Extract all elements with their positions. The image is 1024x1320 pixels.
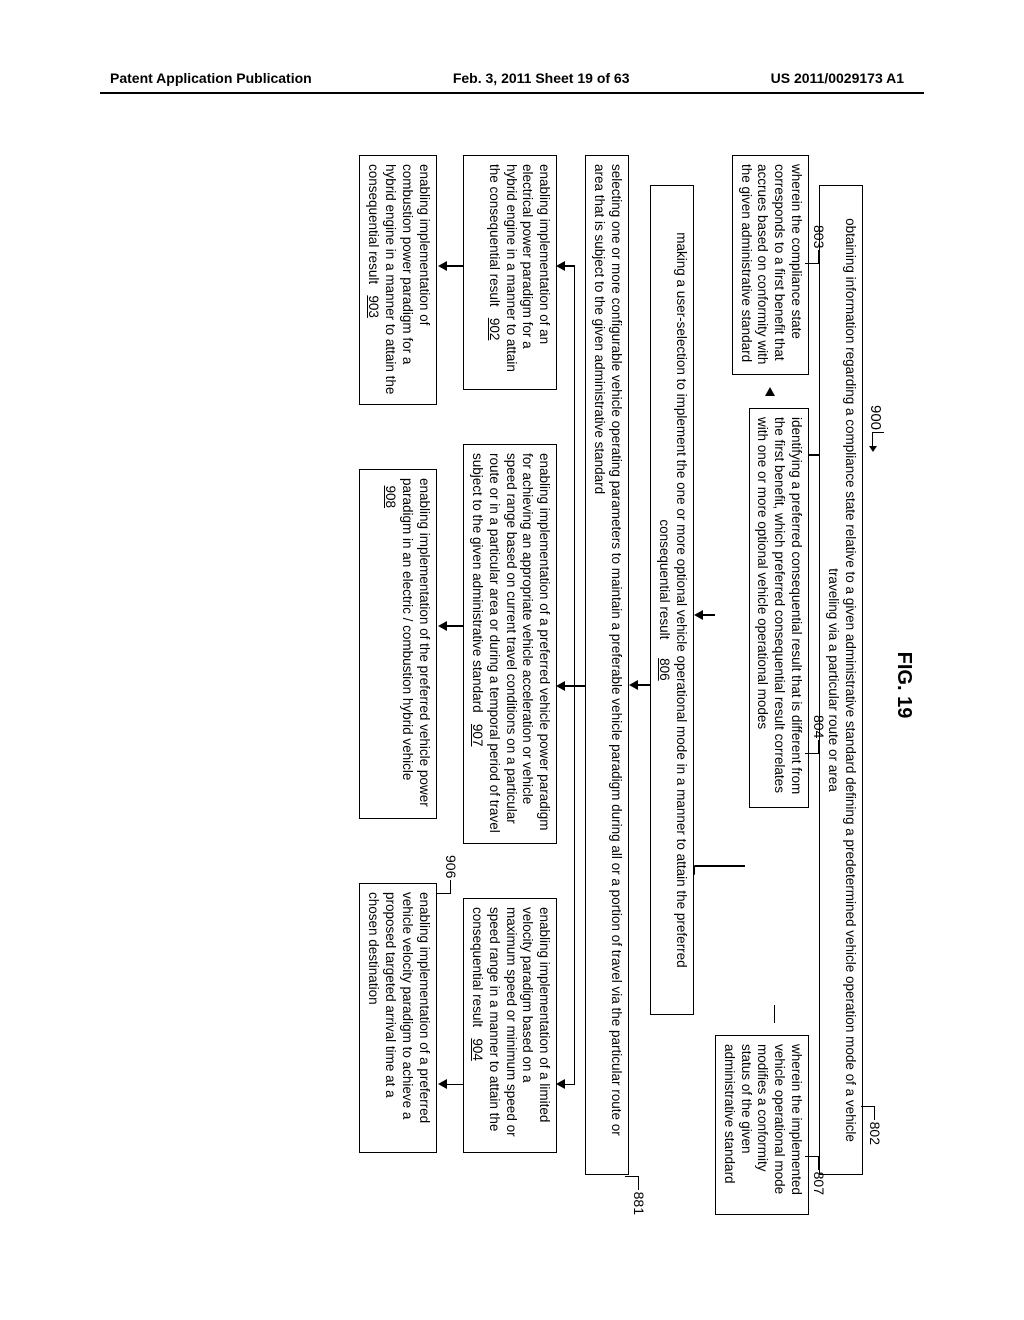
arrow-left-icon bbox=[765, 387, 775, 396]
arrow-down-icon bbox=[694, 610, 703, 620]
box-903: enabling implementation of combustion po… bbox=[360, 155, 438, 405]
box-907: enabling implementation of a preferred v… bbox=[463, 444, 557, 844]
page-header: Patent Application Publication Feb. 3, 2… bbox=[0, 70, 1024, 86]
box-906: enabling implementation of a preferred v… bbox=[360, 883, 438, 1153]
box-802: obtaining information regarding a compli… bbox=[819, 185, 863, 1175]
header-left: Patent Application Publication bbox=[110, 70, 312, 86]
arrow-down-icon bbox=[629, 680, 638, 690]
figure-label: FIG. 19 bbox=[892, 155, 915, 1215]
box-807: wherein the implemented vehicle operatio… bbox=[715, 1035, 809, 1215]
box-803: wherein the compliance state corresponds… bbox=[732, 155, 810, 375]
box-804: identifying a preferred consequential re… bbox=[749, 408, 810, 808]
lead-906: 906 bbox=[443, 855, 459, 878]
box-902: enabling implementation of an electrical… bbox=[463, 155, 557, 390]
bent-arrow-icon bbox=[872, 432, 884, 448]
figure-area: FIG. 19 900 obtaining information regard… bbox=[0, 315, 1024, 1055]
header-right: US 2011/0029173 A1 bbox=[771, 70, 904, 86]
header-center: Feb. 3, 2011 Sheet 19 of 63 bbox=[453, 70, 630, 86]
box-881: selecting one or more configurable vehic… bbox=[585, 155, 629, 1175]
lead-807: 807 bbox=[811, 1172, 827, 1195]
lead-803: 803 bbox=[811, 225, 827, 248]
box-806: making a user-selection to implement the… bbox=[650, 185, 694, 1015]
header-rule bbox=[100, 92, 924, 94]
box-908: enabling implementation of the preferred… bbox=[360, 469, 438, 819]
lead-804: 804 bbox=[811, 715, 827, 738]
box-904: enabling implementation of a limited vel… bbox=[463, 898, 557, 1153]
lead-881: 881 bbox=[631, 1192, 647, 1215]
ref-900: 900 bbox=[867, 405, 884, 1215]
lead-802: 802 bbox=[867, 1122, 883, 1145]
